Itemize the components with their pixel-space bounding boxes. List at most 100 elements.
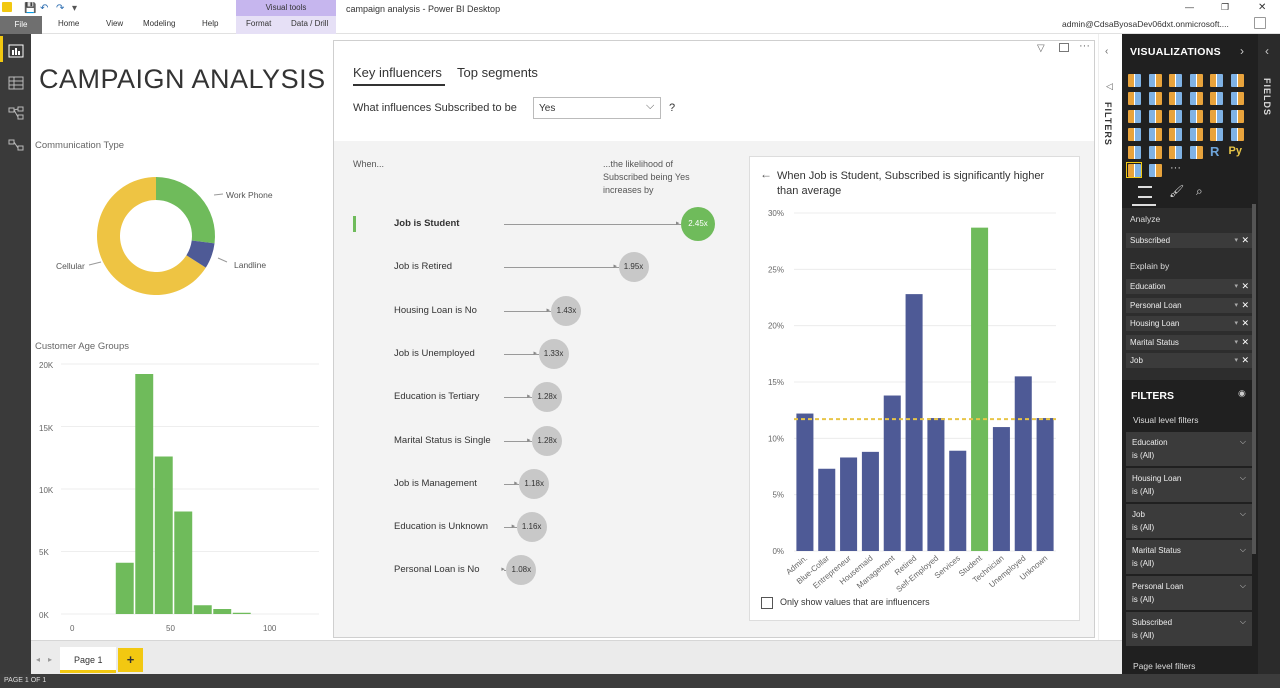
multi-card-icon[interactable]	[1230, 128, 1244, 141]
clustered-bar-icon[interactable]	[1169, 74, 1182, 87]
pie-icon[interactable]	[1169, 110, 1182, 123]
outcome-dropdown[interactable]: Yes ⌵	[533, 97, 661, 119]
format-tab-icon[interactable]: 🖌	[1169, 184, 1185, 198]
area-chart-icon[interactable]	[1148, 92, 1162, 105]
line-clustered-icon[interactable]	[1210, 92, 1223, 105]
influencer-row-label[interactable]: Job is Student	[394, 218, 460, 229]
detail-bar[interactable]	[796, 413, 814, 551]
tab-help[interactable]: Help	[202, 19, 219, 28]
influencer-bubble[interactable]: 1.43x	[551, 295, 582, 326]
remove-field-icon[interactable]: ✕	[1241, 235, 1249, 245]
analyze-field-well[interactable]: Subscribed ▾ ✕	[1126, 233, 1252, 248]
tab-data-drill[interactable]: Data / Drill	[291, 19, 329, 28]
influencer-bubble[interactable]: 1.18x	[519, 468, 550, 499]
page-tab[interactable]: Page 1	[60, 647, 116, 673]
eye-icon[interactable]: ◉	[1238, 388, 1246, 398]
detail-bar[interactable]	[905, 294, 923, 551]
file-tab[interactable]: File	[0, 16, 42, 34]
filled-map-icon[interactable]	[1128, 128, 1141, 141]
influencer-bubble[interactable]: 1.33x	[538, 338, 569, 369]
chevron-down-icon[interactable]: ⌵	[1239, 581, 1246, 590]
donut-icon[interactable]	[1189, 110, 1203, 123]
donut-slice-work-phone[interactable]	[156, 177, 215, 244]
collapse-chevron-icon[interactable]: ‹	[1105, 46, 1109, 57]
python-visual-icon[interactable]: Py	[1228, 145, 1242, 157]
filter-card[interactable]: Subscribed is (All) ⌵	[1126, 612, 1252, 646]
chevron-down-icon[interactable]: ⌵	[1239, 617, 1246, 626]
chevron-down-icon[interactable]: ⌵	[1239, 473, 1246, 482]
signed-in-user[interactable]: admin@CdsaByosaDev06dxt.onmicrosoft....	[1062, 19, 1229, 29]
funnel-icon[interactable]	[1169, 128, 1182, 141]
r-visual-icon[interactable]: R	[1210, 144, 1220, 159]
help-icon[interactable]: ?	[669, 102, 676, 114]
key-influencers-icon[interactable]	[1128, 164, 1141, 177]
hist-bar[interactable]	[115, 562, 134, 614]
shape-map-icon[interactable]	[1148, 128, 1162, 141]
ribbon-chart-icon[interactable]	[1230, 92, 1244, 105]
remove-field-icon[interactable]: ✕	[1241, 299, 1249, 310]
hist-bar[interactable]	[135, 374, 154, 614]
collapse-viz-icon[interactable]: ›	[1240, 44, 1244, 58]
chevron-down-icon[interactable]: ▾	[1234, 301, 1238, 309]
fields-collapsed-pane[interactable]: ‹ FIELDS	[1258, 34, 1280, 674]
stacked-column-icon[interactable]	[1148, 74, 1162, 87]
hist-bar[interactable]	[174, 511, 193, 615]
donut-slice-landline[interactable]	[186, 240, 215, 268]
detail-bar[interactable]	[861, 451, 879, 551]
influencer-row-label[interactable]: Education is Tertiary	[394, 391, 480, 403]
hist-bar[interactable]	[213, 609, 232, 614]
waterfall-icon[interactable]	[1128, 110, 1141, 123]
chevron-down-icon[interactable]: ⌵	[1239, 545, 1246, 554]
influencer-row-label[interactable]: Job is Retired	[394, 261, 453, 273]
fields-tab-icon[interactable]	[1138, 186, 1152, 198]
donut-slice-cellular[interactable]	[97, 177, 206, 295]
filter-card[interactable]: Housing Loan is (All) ⌵	[1126, 468, 1252, 502]
model-view-alt-icon[interactable]	[8, 138, 24, 152]
influencer-bubble[interactable]: 1.16x	[516, 512, 547, 543]
chevron-down-icon[interactable]: ▾	[1234, 320, 1238, 327]
chevron-down-icon[interactable]: ▾	[1234, 338, 1238, 346]
slicer-icon[interactable]	[1148, 146, 1162, 159]
next-page-icon[interactable]: ▸	[48, 655, 53, 664]
gauge-icon[interactable]	[1189, 128, 1203, 141]
influencer-row-label[interactable]: Education is Unknown	[394, 521, 488, 533]
filter-card[interactable]: Personal Loan is (All) ⌵	[1126, 576, 1252, 610]
chevron-down-icon[interactable]: ▾	[1234, 357, 1238, 364]
kpi-icon[interactable]	[1128, 146, 1141, 159]
detail-bar[interactable]	[971, 227, 989, 551]
filter-card[interactable]: Education is (All) ⌵	[1126, 432, 1252, 466]
detail-bar-chart[interactable]: 30%25%20%15%10%5%0%Admin.Blue-CollarEntr…	[750, 203, 1081, 593]
influencer-bubble[interactable]: 1.28x	[532, 425, 563, 456]
analytics-tab-icon[interactable]: ⌕	[1196, 184, 1203, 198]
tab-key-influencers[interactable]: Key influencers	[353, 65, 442, 80]
100-bar-icon[interactable]	[1210, 74, 1223, 87]
detail-bar[interactable]	[949, 450, 967, 551]
influencer-row-label[interactable]: Personal Loan is No	[394, 564, 480, 576]
account-icon[interactable]	[1254, 17, 1266, 29]
influencer-bubble[interactable]: 1.28x	[532, 382, 563, 413]
detail-bar[interactable]	[992, 427, 1010, 551]
influencer-row-label[interactable]: Marital Status is Single	[394, 434, 491, 446]
influencer-bubble[interactable]: 2.45x	[681, 207, 715, 241]
close-button[interactable]: ✕	[1258, 2, 1267, 13]
stacked-bar-icon[interactable]	[1128, 74, 1141, 87]
filter-card[interactable]: Marital Status is (All) ⌵	[1126, 540, 1252, 574]
explain-by-field-well[interactable]: Housing Loan ▾ ✕	[1126, 316, 1252, 331]
globe-icon[interactable]	[1148, 164, 1162, 177]
model-view-icon[interactable]	[8, 106, 24, 120]
detail-bar[interactable]	[927, 418, 945, 551]
tab-top-segments[interactable]: Top segments	[457, 65, 538, 80]
line-column-icon[interactable]	[1189, 92, 1203, 105]
remove-field-icon[interactable]: ✕	[1241, 281, 1249, 291]
redo-icon[interactable]: ↷	[56, 3, 65, 14]
pane-scrollbar[interactable]	[1252, 204, 1256, 554]
data-view-icon[interactable]	[8, 76, 24, 90]
influencer-row-label[interactable]: Job is Unemployed	[394, 347, 475, 359]
detail-bar[interactable]	[883, 395, 901, 551]
influencer-bubble[interactable]: 1.95x	[618, 252, 649, 283]
treemap-icon[interactable]	[1210, 110, 1223, 123]
tab-format[interactable]: Format	[246, 19, 272, 28]
more-options-icon[interactable]: ···	[1079, 40, 1090, 52]
filter-card[interactable]: Job is (All) ⌵	[1126, 504, 1252, 538]
add-page-button[interactable]: +	[118, 648, 143, 672]
